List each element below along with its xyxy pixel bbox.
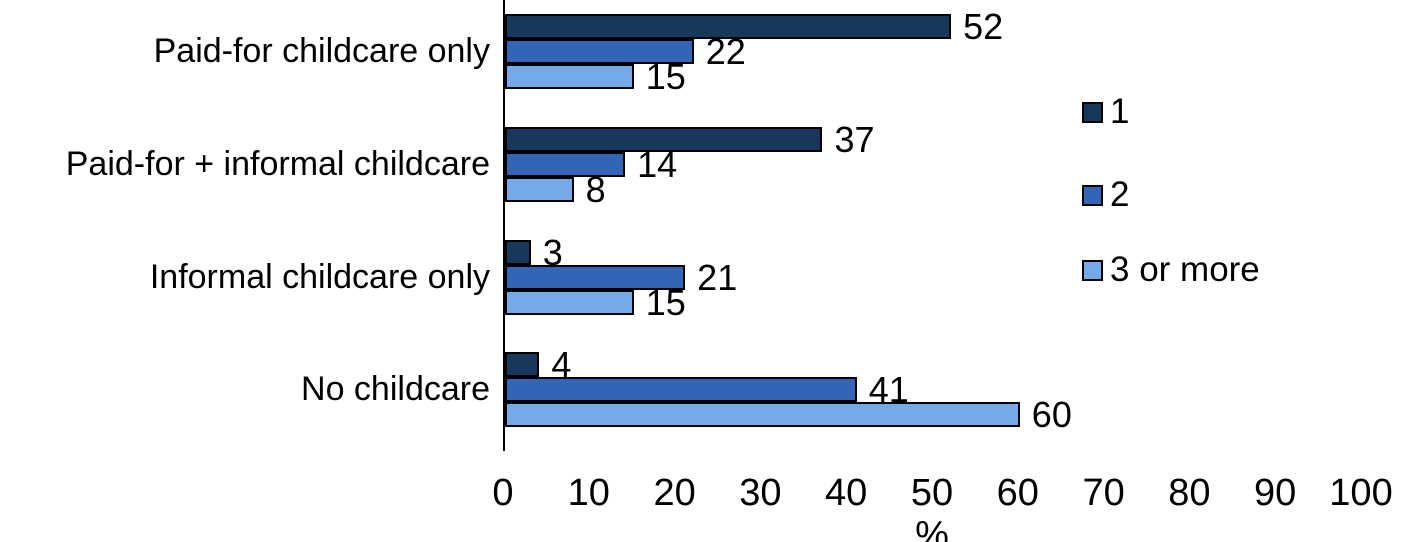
bar-value-label: 22 (705, 31, 746, 72)
x-tick-label: 10 (567, 472, 610, 514)
bar-series-1 (505, 352, 540, 378)
bar-series-1 (505, 14, 952, 39)
category-label: No childcare (301, 370, 490, 409)
legend-item: 2 (1082, 177, 1129, 213)
legend-swatch-icon (1082, 184, 1103, 206)
x-tick-label: 100 (1329, 472, 1393, 514)
bar-series-1 (505, 239, 531, 265)
legend-item: 3 or more (1082, 252, 1260, 288)
x-tick-label: 80 (1168, 472, 1211, 514)
legend-label: 2 (1110, 175, 1130, 214)
x-tick-label: 0 (492, 472, 514, 514)
bar-series-2 (505, 377, 857, 403)
legend-swatch-icon (1082, 259, 1103, 281)
category-label: Paid-for childcare only (153, 32, 490, 70)
x-tick-label: 70 (1082, 472, 1125, 514)
bar-series-2 (505, 39, 694, 64)
x-axis-title: % (915, 514, 949, 542)
x-tick-label: 50 (910, 472, 954, 514)
plot-area: 52 22 15 37 14 8 3 21 15 4 41 60 (503, 0, 1363, 451)
bar-value-label: 3 (542, 231, 563, 273)
bar-value-label: 4 (551, 344, 572, 386)
x-tick-label: 60 (996, 472, 1039, 514)
bar-series-1 (505, 126, 823, 152)
legend-label: 3 or more (1110, 250, 1260, 289)
x-tick-label: 30 (739, 472, 782, 514)
bar-value-label: 60 (1031, 394, 1072, 436)
bar-series-3 (505, 176, 574, 202)
bar-series-2 (505, 264, 686, 290)
bar-value-label: 14 (637, 143, 678, 185)
bar-series-3 (505, 289, 634, 315)
bar-value-label: 21 (697, 256, 738, 298)
legend-item: 1 (1082, 94, 1129, 130)
bar-value-label: 8 (585, 168, 606, 210)
bar-value-label: 15 (645, 56, 686, 97)
bar-series-3 (505, 402, 1020, 428)
x-tick-label: 90 (1254, 472, 1297, 514)
category-label: Paid-for + informal childcare (65, 144, 490, 183)
legend-swatch-icon (1082, 101, 1103, 123)
legend-label: 1 (1110, 92, 1130, 131)
bar-series-3 (505, 64, 634, 89)
bar-value-label: 41 (868, 369, 909, 411)
bar-value-label: 15 (645, 281, 686, 323)
x-tick-label: 40 (825, 472, 868, 514)
x-tick-label: 20 (653, 472, 696, 514)
bar-series-2 (505, 151, 626, 177)
bar-value-label: 37 (834, 118, 875, 160)
category-label: Informal childcare only (149, 257, 490, 296)
bar-value-label: 52 (963, 6, 1004, 47)
